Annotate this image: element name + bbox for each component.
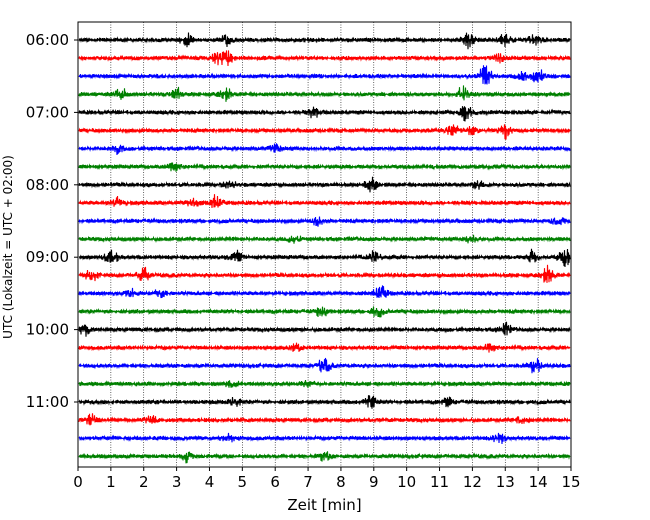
trace-line <box>78 248 571 267</box>
trace-line <box>78 379 571 389</box>
trace-line <box>78 395 571 409</box>
x-tick-label: 11 <box>430 473 449 491</box>
grid-lines <box>110 22 539 467</box>
trace-line <box>78 106 571 122</box>
trace-line <box>78 50 571 67</box>
y-tick-label: 09:00 <box>26 248 69 266</box>
trace-line <box>78 124 571 140</box>
x-tick-label: 3 <box>172 473 182 491</box>
y-tick-label: 10:00 <box>26 321 69 339</box>
trace-line <box>78 264 571 283</box>
trace-line <box>78 65 571 85</box>
trace-line <box>78 342 571 353</box>
trace-line <box>78 194 571 208</box>
x-tick-label: 12 <box>463 473 482 491</box>
y-tick-label: 11:00 <box>26 393 69 411</box>
trace-line <box>78 357 571 374</box>
x-tick-label: 0 <box>73 473 83 491</box>
x-tick-label: 2 <box>139 473 149 491</box>
plot-frame <box>77 21 572 468</box>
trace-line <box>78 143 571 155</box>
trace-line <box>78 176 571 193</box>
y-tick-label: 08:00 <box>26 176 69 194</box>
x-tick-label: 4 <box>205 473 215 491</box>
trace-line <box>78 216 571 227</box>
x-tick-label: 1 <box>106 473 116 491</box>
trace-line <box>78 413 571 426</box>
y-axis-ticks: 06:00 07:00 08:00 09:00 10:00 11:00 <box>26 31 78 411</box>
trace-line <box>78 306 571 318</box>
x-tick-label: 13 <box>496 473 515 491</box>
trace-line <box>78 162 571 172</box>
x-axis-ticks: 0 1 2 3 4 5 6 7 8 9 10 11 12 13 14 15 <box>73 467 581 491</box>
x-tick-label: 5 <box>238 473 248 491</box>
trace-line <box>78 285 571 299</box>
x-tick-label: 8 <box>336 473 346 491</box>
x-tick-label: 6 <box>270 473 280 491</box>
y-tick-label: 07:00 <box>26 103 69 121</box>
trace-line <box>78 32 571 50</box>
trace-line <box>78 451 571 464</box>
x-tick-label: 15 <box>561 473 580 491</box>
trace-line <box>78 321 571 337</box>
traces <box>78 32 571 464</box>
x-tick-label: 7 <box>303 473 313 491</box>
trace-line <box>78 432 571 444</box>
x-axis-label: Zeit [min] <box>287 496 361 514</box>
x-tick-label: 9 <box>369 473 379 491</box>
x-tick-label: 14 <box>529 473 548 491</box>
y-axis-label: UTC (Lokalzeit = UTC + 02:00) <box>1 155 15 339</box>
trace-line <box>78 85 571 102</box>
trace-line <box>78 234 571 244</box>
x-tick-label: 10 <box>397 473 416 491</box>
y-tick-label: 06:00 <box>26 31 69 49</box>
